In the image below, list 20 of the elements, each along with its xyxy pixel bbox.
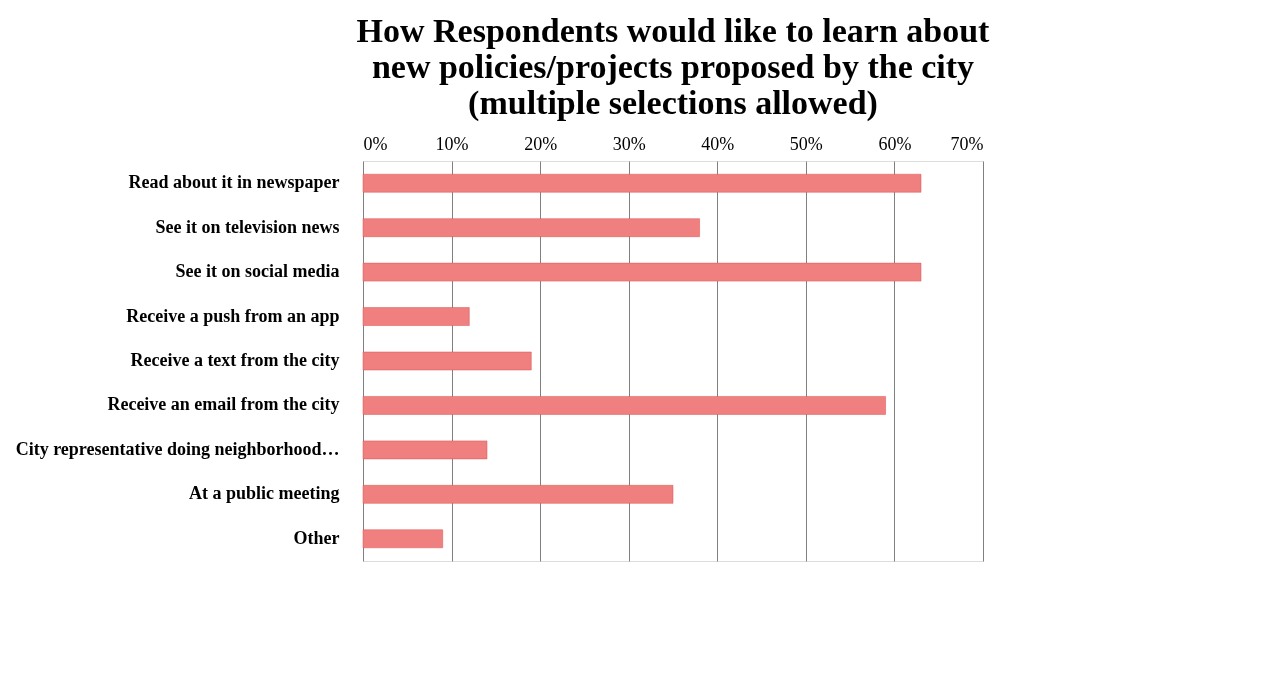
y-tick-label: Read about it in newspaper [128,172,340,193]
y-tick-label: City representative doing neighborhood… [15,438,340,459]
x-tick-label: 40% [701,133,735,154]
x-tick-label: 50% [789,133,823,154]
y-tick-label: See it on social media [175,261,340,282]
y-tick-label: Other [293,527,340,548]
text: How Respondents would like to learn about [356,12,990,49]
y-tick-label: Receive a push from an app [126,305,340,326]
y-tick-label: See it on television news [155,216,340,237]
y-tick-label: At a public meeting [189,483,340,504]
x-tick-label: 70% [950,133,984,154]
x-tick-label: 0% [363,133,388,154]
x-tick-label: 60% [878,133,912,154]
x-tick-label: 30% [612,133,646,154]
x-tick-label: 10% [435,133,469,154]
y-tick-label: Receive a text from the city [130,350,340,370]
x-tick-label: 20% [524,133,558,154]
text: new policies/projects proposed by the city [371,48,975,85]
text: (multiple selections allowed) [468,84,878,121]
y-tick-label: Receive an email from the city [107,394,340,415]
